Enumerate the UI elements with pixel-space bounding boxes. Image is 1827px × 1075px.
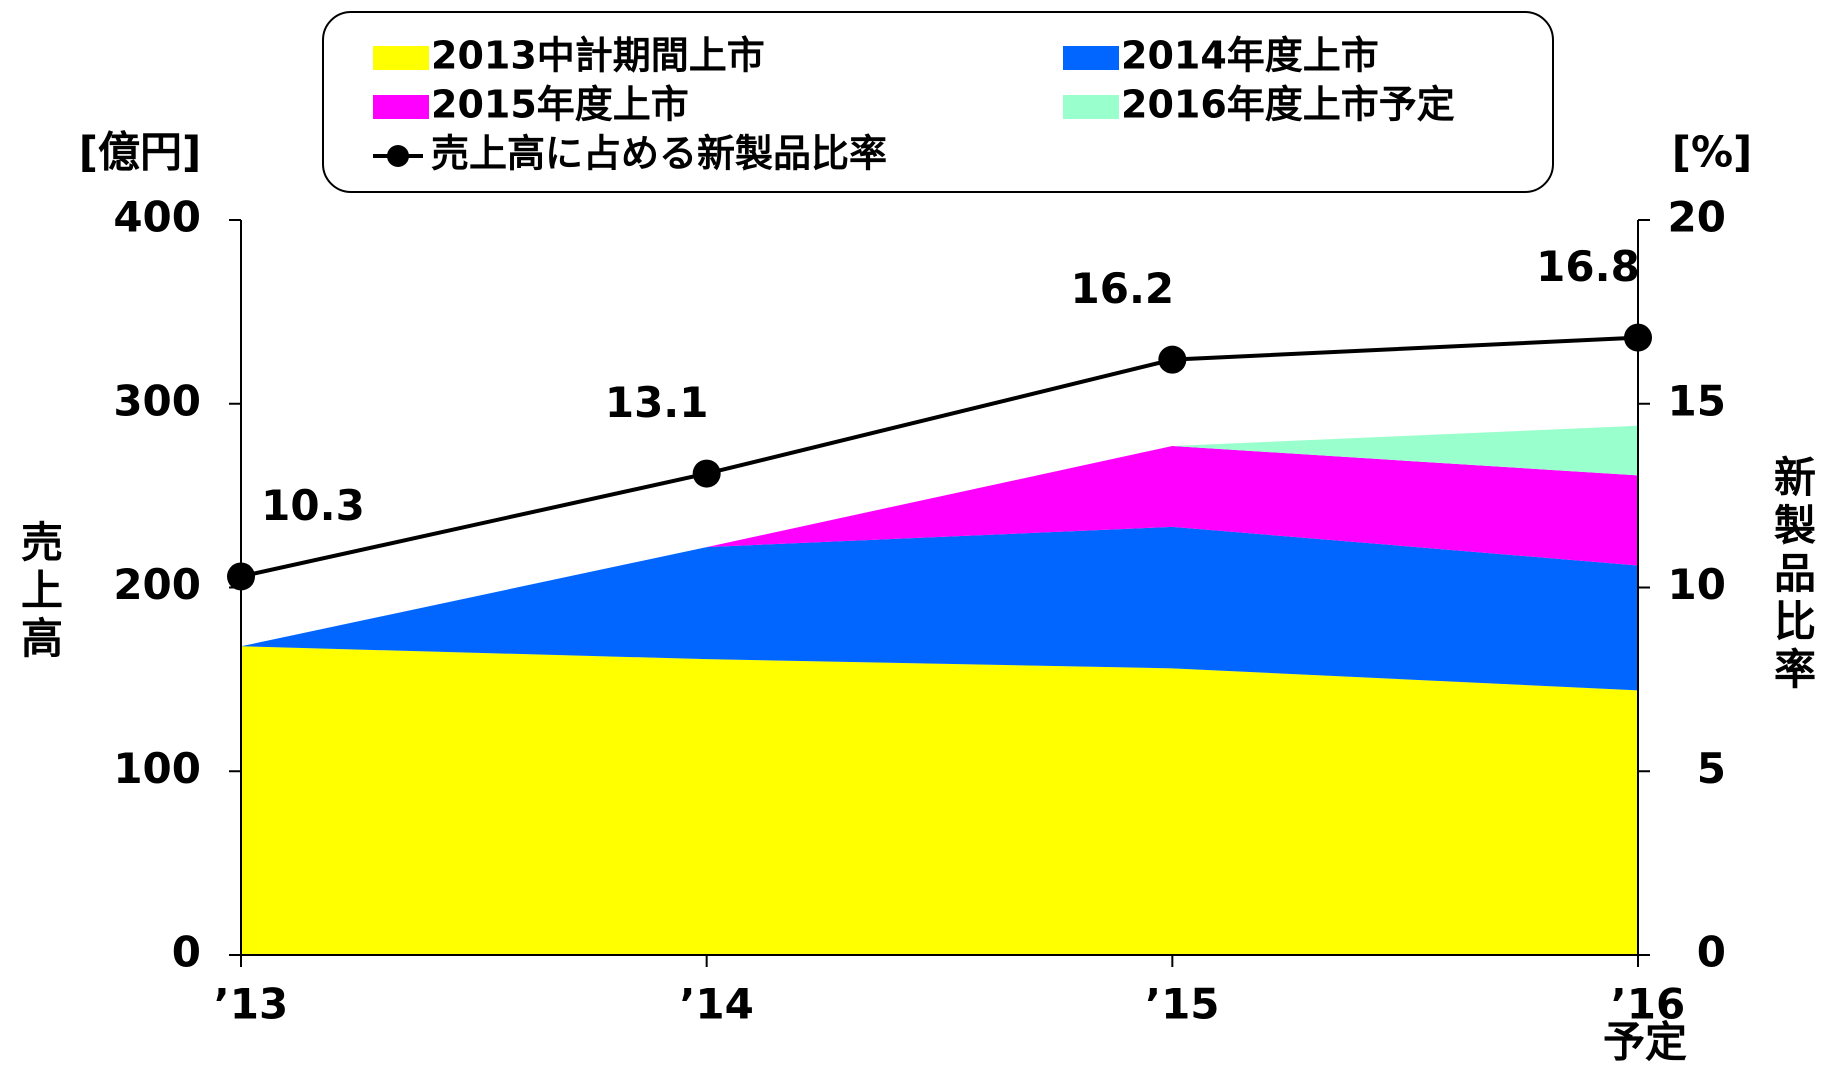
marker [1158,345,1187,374]
legend-swatch [1063,46,1119,70]
legend-swatch [373,95,429,119]
area [241,526,1638,691]
area [241,425,1638,647]
legend-swatch [1063,95,1119,119]
data-label: 16.8 [1536,242,1640,291]
y-tick-label: 300 [113,376,201,425]
x-tick-label: ’16 [1611,980,1685,1029]
legend-label: 2013中計期間上市 [431,34,765,78]
line [240,335,1639,579]
x-tick-label: ’14 [679,980,753,1029]
y-tick-label: 100 [113,744,201,793]
y-tick-label: 0 [172,928,201,977]
y-axis-title: 売上高 [21,518,63,663]
legend-label: 2015年度上市 [431,83,689,127]
legend-label: 2014年度上市 [1121,34,1379,78]
plot-area [241,425,1638,955]
y2-unit: [%] [1672,128,1752,177]
y2-tick-label: 0 [1697,928,1726,977]
y-tick-label: 200 [113,560,201,609]
data-label: 16.2 [1071,264,1175,313]
legend-marker [387,145,409,167]
legend-label: 2016年度上市予定 [1121,83,1455,127]
category-note: 予定 [1603,1018,1687,1067]
y2-tick-label: 10 [1668,560,1726,609]
area [241,646,1638,955]
legend-swatch [373,46,429,70]
marker [692,459,721,488]
legend-box [322,11,1554,193]
y2-axis-title: 新製品比率 [1774,453,1816,694]
y2-tick-label: 15 [1668,376,1726,425]
marker [227,562,255,591]
area [241,446,1638,647]
y2-tick-label: 5 [1697,744,1726,793]
y-tick-label: 400 [113,193,201,242]
data-label: 10.3 [261,481,365,530]
x-tick-label: ’15 [1145,980,1219,1029]
y2-tick-label: 20 [1668,193,1726,242]
x-tick-label: ’13 [214,980,288,1029]
marker [1624,323,1652,352]
data-label: 13.1 [605,378,709,427]
legend-label: 売上高に占める新製品比率 [431,132,887,176]
y-unit: [億円] [79,128,201,177]
